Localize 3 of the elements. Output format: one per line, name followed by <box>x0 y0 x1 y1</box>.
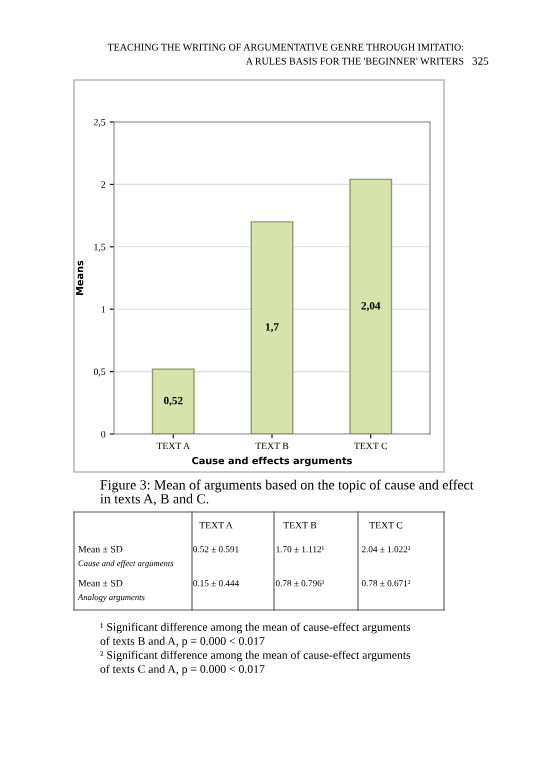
bar <box>151 368 195 434</box>
bar <box>349 178 393 434</box>
bar <box>250 221 294 434</box>
